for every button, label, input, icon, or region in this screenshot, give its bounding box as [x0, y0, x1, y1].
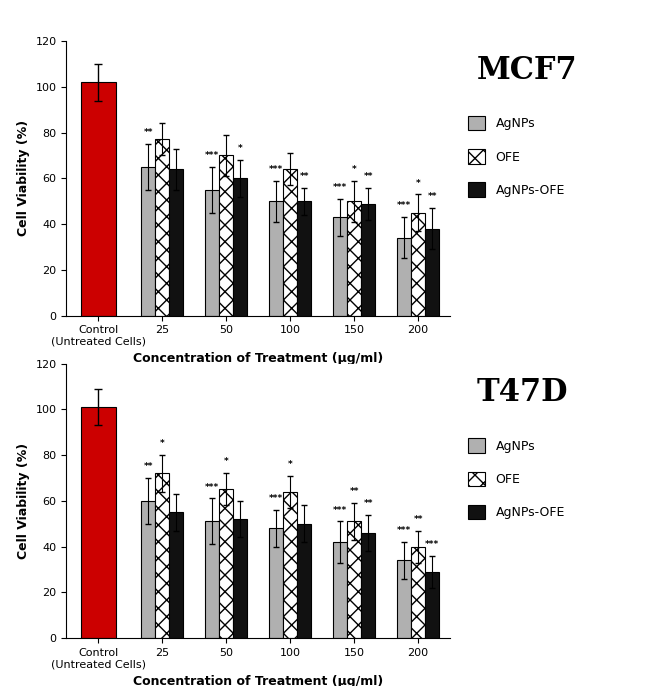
Bar — [361, 533, 375, 638]
Text: **: ** — [350, 487, 359, 496]
Y-axis label: Cell Viability (%): Cell Viability (%) — [17, 442, 30, 559]
Bar — [283, 492, 297, 638]
Bar — [411, 213, 425, 316]
Bar — [155, 139, 169, 316]
Bar — [233, 178, 248, 316]
Text: ***: *** — [397, 202, 411, 211]
Text: T47D: T47D — [477, 377, 568, 408]
Legend: AgNPs, OFE, AgNPs-OFE: AgNPs, OFE, AgNPs-OFE — [468, 438, 565, 519]
Text: *: * — [224, 458, 228, 466]
Bar — [81, 407, 116, 638]
Text: **: ** — [363, 499, 373, 508]
Bar — [425, 228, 440, 316]
Bar — [411, 547, 425, 638]
Bar — [397, 560, 411, 638]
Text: ***: *** — [269, 494, 283, 503]
Bar — [155, 473, 169, 638]
Bar — [397, 238, 411, 316]
Text: ***: *** — [333, 506, 347, 514]
Text: **: ** — [413, 514, 423, 523]
Text: ***: *** — [269, 165, 283, 174]
Text: **: ** — [144, 462, 153, 471]
Bar — [81, 82, 116, 316]
Bar — [205, 521, 219, 638]
Text: MCF7: MCF7 — [477, 55, 577, 86]
Text: *: * — [288, 460, 293, 469]
Text: **: ** — [428, 192, 437, 201]
Bar — [347, 201, 361, 316]
Bar — [269, 528, 283, 638]
Bar — [219, 489, 233, 638]
X-axis label: Concentration of Treatment (μg/ml): Concentration of Treatment (μg/ml) — [133, 353, 383, 366]
Text: *: * — [416, 178, 420, 187]
Text: ***: *** — [397, 526, 411, 535]
Bar — [141, 167, 155, 316]
Bar — [269, 201, 283, 316]
Bar — [283, 169, 297, 316]
Bar — [205, 190, 219, 316]
Text: **: ** — [299, 172, 309, 180]
X-axis label: Concentration of Treatment (μg/ml): Concentration of Treatment (μg/ml) — [133, 675, 383, 686]
Legend: AgNPs, OFE, AgNPs-OFE: AgNPs, OFE, AgNPs-OFE — [468, 116, 565, 197]
Text: ***: *** — [205, 483, 219, 492]
Bar — [219, 156, 233, 316]
Bar — [297, 201, 311, 316]
Text: *: * — [352, 165, 357, 174]
Text: **: ** — [363, 172, 373, 180]
Bar — [333, 542, 347, 638]
Text: *: * — [238, 144, 243, 153]
Bar — [333, 217, 347, 316]
Y-axis label: Cell Viability (%): Cell Viability (%) — [17, 120, 30, 237]
Bar — [297, 523, 311, 638]
Bar — [425, 571, 440, 638]
Bar — [141, 501, 155, 638]
Bar — [361, 204, 375, 316]
Bar — [169, 169, 183, 316]
Text: ***: *** — [425, 540, 440, 549]
Bar — [233, 519, 248, 638]
Text: *: * — [160, 439, 165, 448]
Bar — [347, 521, 361, 638]
Text: ***: *** — [333, 183, 347, 192]
Bar — [169, 512, 183, 638]
Text: ***: *** — [205, 151, 219, 160]
Text: **: ** — [144, 128, 153, 137]
